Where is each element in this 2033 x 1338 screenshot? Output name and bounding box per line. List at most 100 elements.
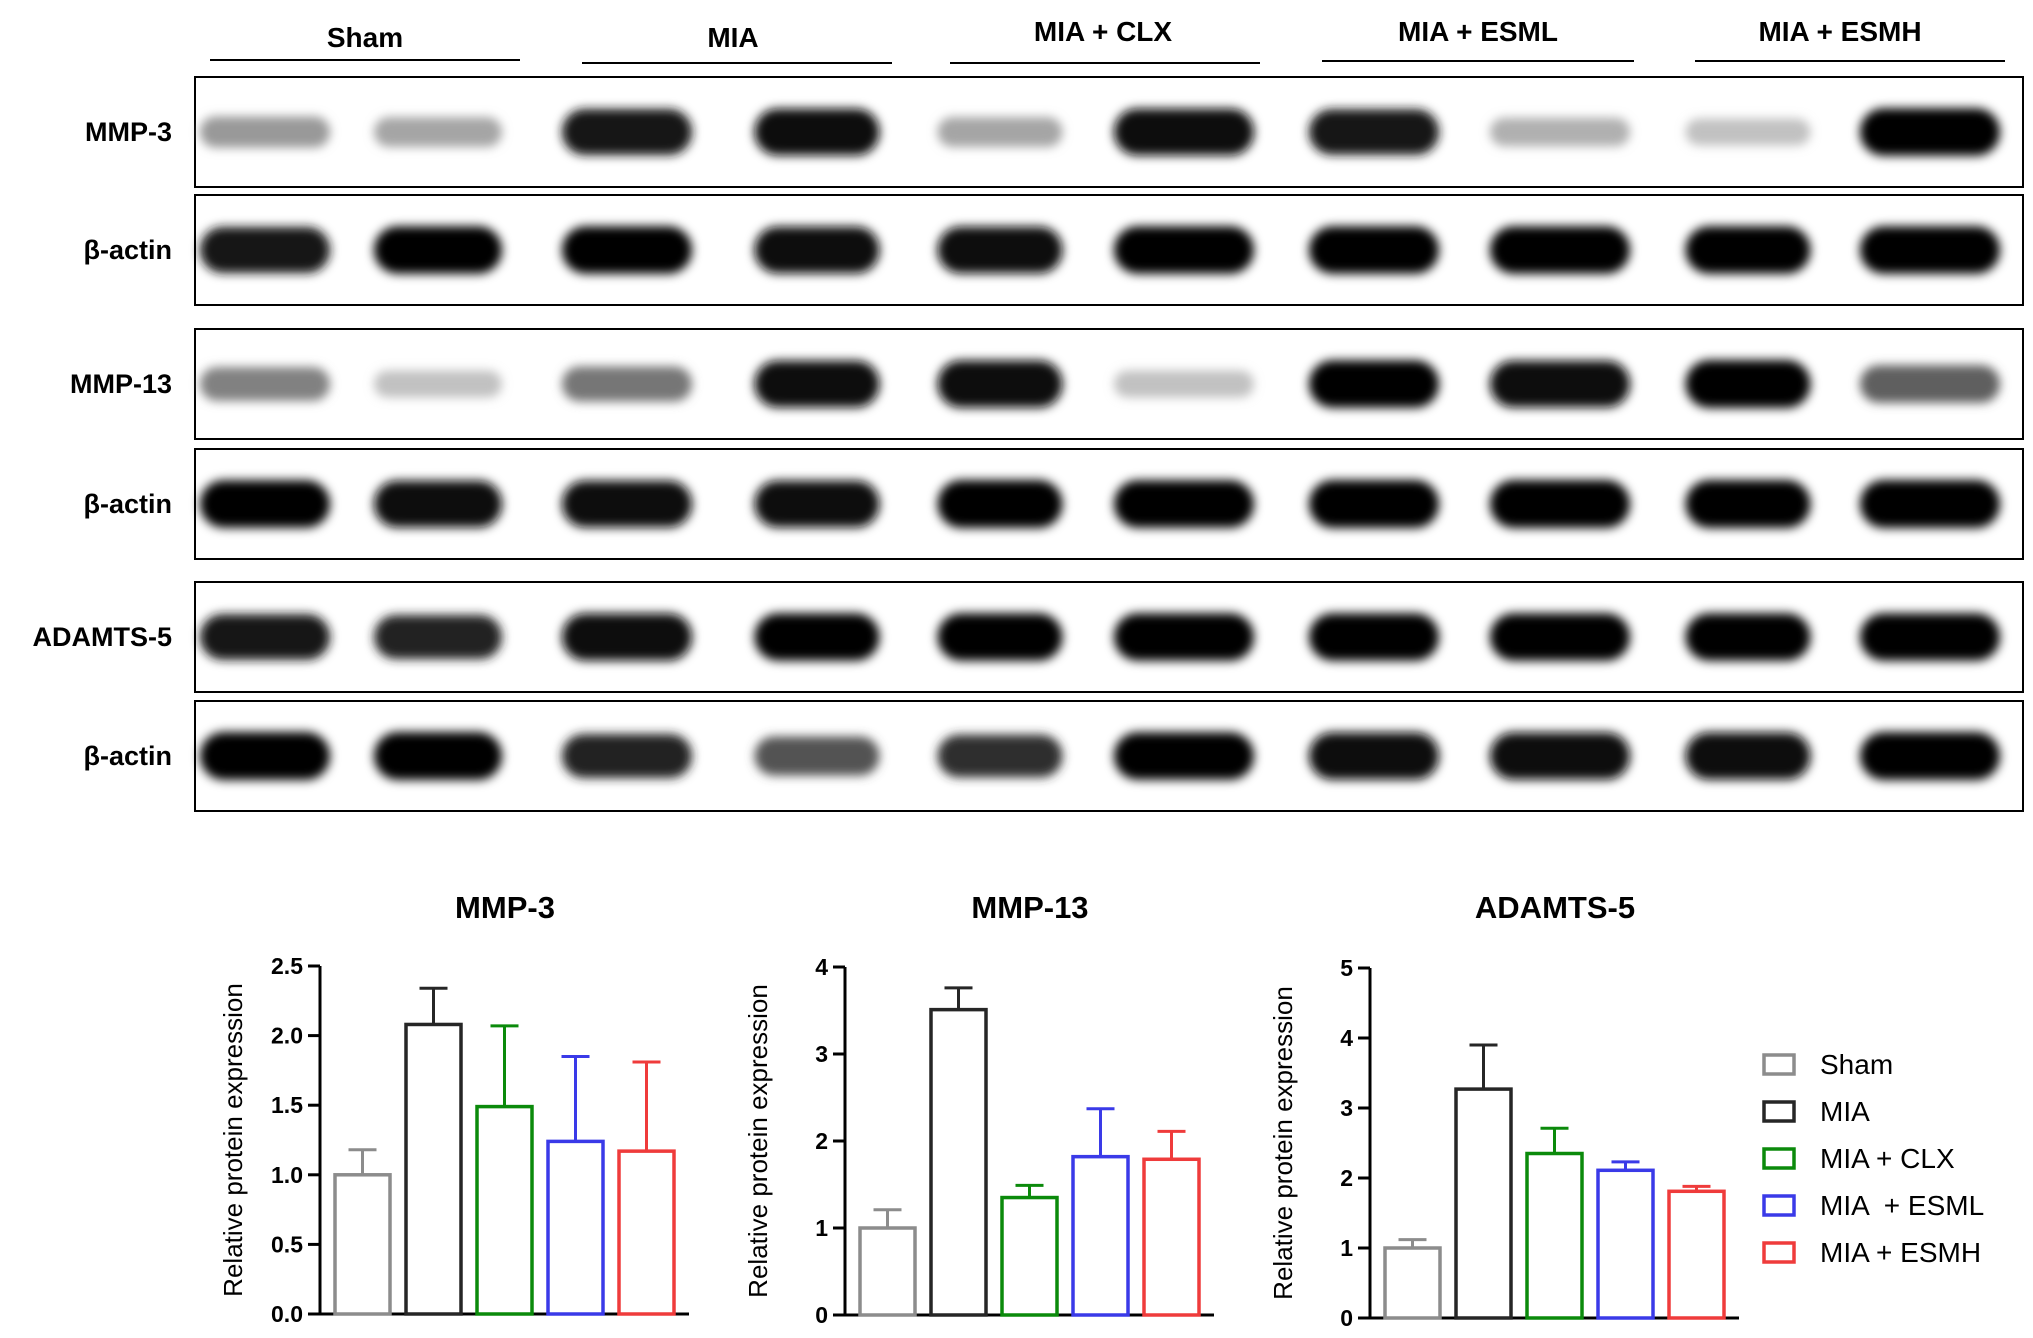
blot-section: Sham MIA MIA + CLX MIA + ESML MIA + ESMH MMP-…	[33, 16, 2024, 812]
bar	[1142, 1157, 1201, 1317]
blot-band	[562, 613, 692, 661]
y-tick-label: 1	[1340, 1235, 1353, 1261]
legend-label: MIA + CLX	[1820, 1143, 1955, 1174]
bar	[404, 1022, 463, 1316]
blot-row-label: β-actin	[84, 235, 173, 265]
blot-panel: β-actin	[84, 194, 2024, 306]
blot-group-label: MIA + ESML	[1398, 16, 1558, 47]
blot-panel: β-actin	[84, 448, 2024, 560]
blot-band	[1309, 360, 1439, 408]
y-tick-label: 1.5	[271, 1092, 303, 1118]
blot-band	[754, 108, 880, 156]
bar-charts-section: MMP-3 Relative protein expression 0.0 0.5 1.…	[218, 890, 1739, 1331]
blot-band	[562, 733, 692, 779]
blot-band	[1860, 480, 2000, 528]
blot-band	[1490, 117, 1630, 147]
bar-chart: MMP-3 Relative protein expression 0.0 0.5 1.…	[218, 890, 689, 1327]
blot-band	[200, 480, 330, 528]
blot-band	[937, 226, 1063, 274]
y-tick-label: 3	[815, 1041, 828, 1067]
legend: Sham MIA MIA + CLX MIA + ESML MIA + ESMH	[1762, 1049, 1984, 1268]
chart-title: MMP-13	[971, 890, 1088, 925]
blot-band	[200, 614, 330, 660]
y-tick-label: 2.0	[271, 1023, 303, 1049]
blot-band	[754, 736, 880, 776]
y-axis-label: Relative protein expression	[743, 984, 773, 1298]
blot-panel: MMP-3	[85, 76, 2024, 188]
y-tick-label: 2	[815, 1128, 828, 1154]
blot-band	[1490, 613, 1630, 661]
blot-band	[374, 226, 502, 274]
blot-band	[937, 117, 1063, 147]
blot-band	[374, 117, 502, 147]
blot-band	[374, 732, 502, 780]
blot-band	[562, 480, 692, 528]
blot-group-label: MIA + CLX	[1034, 16, 1173, 47]
blot-band	[1114, 370, 1254, 398]
legend-label: Sham	[1820, 1049, 1893, 1080]
bar	[1071, 1154, 1130, 1317]
blot-band	[1490, 226, 1630, 274]
blot-panel: β-actin	[84, 700, 2024, 812]
y-tick-label: 3	[1340, 1095, 1353, 1121]
bar	[929, 1007, 988, 1317]
legend-swatch	[1762, 1100, 1796, 1123]
y-tick-label: 1	[815, 1215, 828, 1241]
bar	[475, 1104, 534, 1316]
legend-swatch	[1762, 1194, 1796, 1217]
blot-band	[1685, 226, 1811, 274]
blot-band	[1685, 480, 1811, 528]
blot-group-label: MIA + ESMH	[1758, 16, 1921, 47]
bar-chart: MMP-13 Relative protein expression 0 1 2 3 4	[743, 890, 1214, 1328]
blot-band	[1309, 480, 1439, 528]
y-tick-label: 1.0	[271, 1162, 303, 1188]
blot-panel: ADAMTS-5	[33, 581, 2024, 693]
legend-swatch	[1762, 1147, 1796, 1170]
blot-band	[937, 613, 1063, 661]
blot-band	[562, 226, 692, 274]
blot-band	[1860, 732, 2000, 780]
blot-band	[1685, 613, 1811, 661]
blot-band	[1114, 480, 1254, 528]
blot-band	[1685, 732, 1811, 780]
y-tick-label: 2.5	[271, 953, 303, 979]
bar-chart: ADAMTS-5 Relative protein expression 0 1 2 3 4…	[1268, 890, 1739, 1331]
y-axis-label: Relative protein expression	[218, 983, 248, 1297]
blot-band	[1309, 226, 1439, 274]
blot-band	[754, 480, 880, 528]
blot-band	[1860, 613, 2000, 661]
legend-label: MIA	[1820, 1096, 1870, 1127]
blot-band	[1114, 732, 1254, 780]
y-axis-label: Relative protein expression	[1268, 986, 1298, 1300]
blot-row-label: MMP-3	[85, 117, 172, 147]
blot-band	[1490, 732, 1630, 780]
y-tick-label: 0	[815, 1302, 828, 1328]
chart-title: MMP-3	[455, 890, 555, 925]
blot-band	[1114, 226, 1254, 274]
blot-band	[1114, 613, 1254, 661]
blot-row-label: MMP-13	[70, 369, 172, 399]
bar	[1000, 1195, 1059, 1317]
blot-band	[374, 370, 502, 398]
blot-group-label: MIA	[707, 22, 758, 53]
blot-band	[1860, 226, 2000, 274]
blot-band	[562, 366, 692, 402]
y-tick-label: 2	[1340, 1165, 1353, 1191]
bar	[1667, 1189, 1726, 1320]
blot-band	[1685, 118, 1811, 146]
legend-swatch	[1762, 1053, 1796, 1076]
blot-band	[200, 367, 330, 401]
y-tick-label: 4	[815, 954, 828, 980]
blot-band	[200, 732, 330, 780]
blot-band	[374, 480, 502, 528]
blot-row-label: β-actin	[84, 741, 173, 771]
y-tick-label: 0.5	[271, 1231, 303, 1257]
bar	[1454, 1087, 1513, 1320]
blot-band	[200, 116, 330, 148]
blot-band	[374, 614, 502, 660]
blot-group-label: Sham	[327, 22, 403, 53]
blot-band	[1309, 109, 1439, 155]
blot-band	[754, 226, 880, 274]
bar	[546, 1139, 605, 1316]
